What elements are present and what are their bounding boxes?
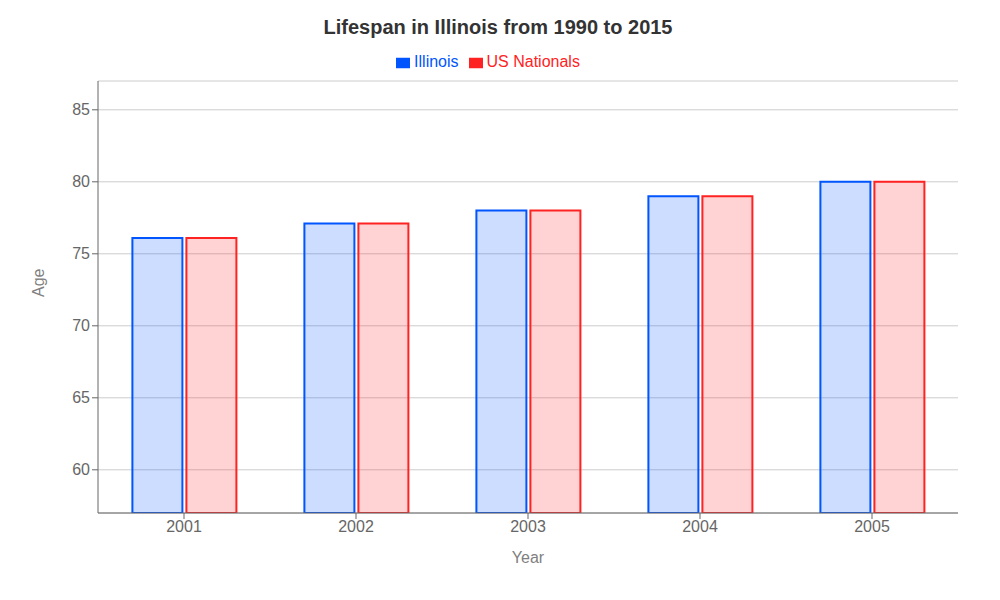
svg-text:2002: 2002 xyxy=(338,518,374,535)
html-text:Illinois: Illinois xyxy=(414,53,459,70)
svg-text:Age: Age xyxy=(30,268,47,297)
svg-text:70: 70 xyxy=(72,317,90,334)
svg-text:65: 65 xyxy=(72,389,90,406)
svg-text:2001: 2001 xyxy=(166,518,202,535)
svg-text:2003: 2003 xyxy=(510,518,546,535)
svg-text:2005: 2005 xyxy=(854,518,890,535)
svg-text:75: 75 xyxy=(72,245,90,262)
svg-text:60: 60 xyxy=(72,461,90,478)
html-text:US Nationals: US Nationals xyxy=(486,53,580,70)
html-text:Lifespan in Illinois from 1990: Lifespan in Illinois from 1990 to 2015 xyxy=(323,16,673,38)
svg-text:80: 80 xyxy=(72,173,90,190)
svg-text:2004: 2004 xyxy=(682,518,718,535)
svg-text:85: 85 xyxy=(72,101,90,118)
svg-text:Year: Year xyxy=(512,549,545,566)
